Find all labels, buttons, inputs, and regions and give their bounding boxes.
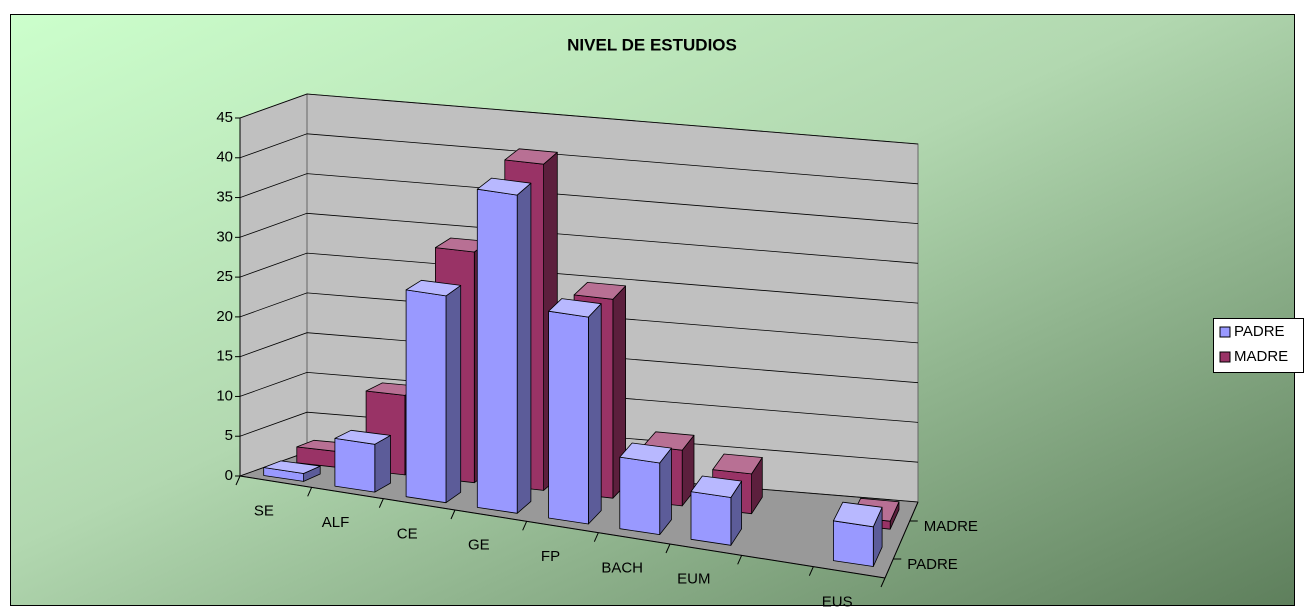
legend: PADRE MADRE bbox=[1213, 318, 1304, 373]
bar bbox=[833, 501, 883, 567]
y-tick-label: 15 bbox=[216, 348, 233, 365]
bar bbox=[476, 177, 532, 514]
z-axis bbox=[884, 501, 919, 579]
grid-segment bbox=[239, 411, 919, 463]
grid-line bbox=[235, 173, 919, 224]
bar bbox=[405, 279, 462, 504]
bar-top bbox=[619, 442, 672, 464]
y-tick-label: 25 bbox=[216, 268, 233, 285]
x-tick-label: EUM bbox=[677, 571, 710, 588]
bar-side bbox=[374, 434, 391, 493]
bar-side bbox=[445, 284, 462, 504]
grid-line bbox=[235, 93, 919, 145]
grid-line bbox=[235, 332, 919, 384]
bar-front bbox=[476, 188, 518, 514]
grid-segment bbox=[239, 133, 919, 185]
y-tick-label: 5 bbox=[225, 427, 233, 444]
bar bbox=[263, 460, 321, 482]
y-tick-label: 35 bbox=[216, 189, 233, 206]
bar-top bbox=[573, 281, 626, 300]
y-tick-label: 0 bbox=[225, 467, 233, 484]
bar-top bbox=[833, 501, 883, 528]
x-tick-label: EUS bbox=[822, 593, 853, 610]
x-tick bbox=[593, 532, 599, 542]
x-tick-label: BACH bbox=[601, 559, 643, 576]
grid-segment bbox=[239, 93, 919, 145]
x-tick-label: GE bbox=[468, 537, 490, 554]
legend-label: MADRE bbox=[1234, 348, 1288, 365]
bar-front bbox=[334, 437, 376, 493]
x-tick bbox=[808, 566, 814, 576]
legend-swatch bbox=[1219, 351, 1231, 363]
bar-top bbox=[712, 453, 763, 475]
grid-line bbox=[235, 292, 919, 344]
grid-line bbox=[235, 252, 919, 304]
x-tick bbox=[522, 521, 528, 531]
bar-top bbox=[690, 475, 742, 498]
bar bbox=[334, 429, 391, 493]
grid-line bbox=[235, 371, 919, 423]
bar-front bbox=[619, 456, 661, 535]
bar bbox=[690, 475, 742, 546]
grid-segment bbox=[239, 292, 919, 344]
bar-top bbox=[548, 298, 602, 318]
bar-front bbox=[548, 310, 589, 525]
bar bbox=[619, 442, 672, 535]
x-axis bbox=[239, 475, 886, 579]
plot-area: 0 5 10 15 20 25 30 35 40 45 SE ALF CE GE FP BACH EUM EUS P… bbox=[216, 93, 978, 610]
bar-front bbox=[405, 289, 447, 504]
bar-side bbox=[516, 182, 532, 514]
x-tick bbox=[880, 577, 886, 588]
y-tick-label: 40 bbox=[216, 149, 233, 166]
side-wall bbox=[239, 93, 308, 477]
x-tick bbox=[737, 555, 743, 565]
chart-title: NIVEL DE ESTUDIOS bbox=[567, 35, 737, 54]
y-tick-label: 45 bbox=[216, 109, 233, 126]
legend-swatch bbox=[1219, 326, 1231, 338]
bar-top bbox=[263, 460, 321, 474]
grid-segment bbox=[239, 371, 919, 423]
x-tick bbox=[665, 543, 671, 554]
grid-segment bbox=[239, 173, 919, 224]
y-tick-label: 20 bbox=[216, 308, 233, 325]
z-tick-label: MADRE bbox=[924, 518, 978, 535]
x-tick bbox=[307, 487, 313, 497]
x-tick-label: ALF bbox=[322, 514, 350, 531]
x-tick bbox=[378, 498, 384, 508]
bar-top bbox=[334, 429, 391, 445]
grid-segment bbox=[239, 332, 919, 384]
bar-front bbox=[690, 491, 732, 546]
grid-line bbox=[235, 212, 919, 264]
bar-side bbox=[588, 303, 602, 525]
x-tick bbox=[450, 509, 456, 520]
legend-label: PADRE bbox=[1234, 323, 1285, 340]
x-tick-label: FP bbox=[541, 548, 560, 565]
grid-line bbox=[235, 133, 919, 185]
bar-top bbox=[405, 279, 462, 297]
x-tick-label: SE bbox=[254, 503, 274, 520]
x-tick bbox=[235, 475, 241, 486]
bar-top bbox=[504, 148, 558, 165]
y-tick-label: 10 bbox=[216, 387, 233, 404]
y-tick-label: 30 bbox=[216, 228, 233, 245]
bar bbox=[548, 298, 602, 525]
x-tick-label: CE bbox=[397, 525, 418, 542]
bar-front bbox=[833, 520, 874, 567]
bar-top bbox=[476, 177, 532, 196]
grid-segment bbox=[239, 212, 919, 264]
grid-line bbox=[235, 411, 919, 463]
grid-segment bbox=[239, 252, 919, 304]
z-tick-label: PADRE bbox=[907, 556, 958, 573]
